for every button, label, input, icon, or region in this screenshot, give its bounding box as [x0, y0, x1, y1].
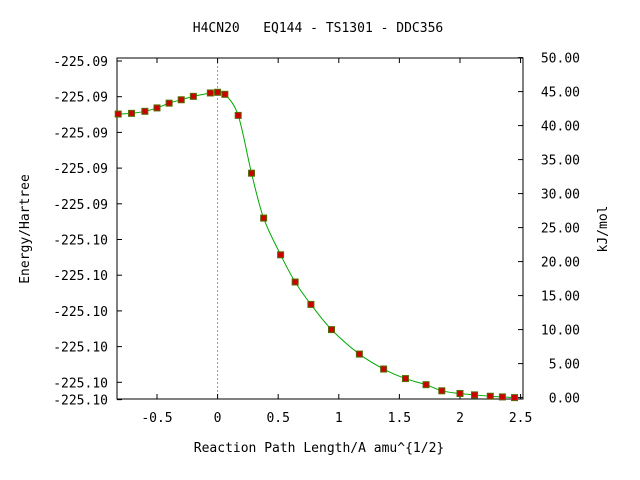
data-point [291, 278, 299, 286]
y-left-tick-label: -225.09 [53, 198, 108, 213]
x-tick-label: 2.5 [509, 411, 532, 426]
x-tick-label: -0.5 [141, 411, 172, 426]
data-point [177, 96, 185, 104]
x-tick-label: 1 [335, 411, 343, 426]
y-right-tick-label: 15.00 [541, 290, 580, 305]
data-point [206, 89, 214, 97]
x-tick-label: 2 [456, 411, 464, 426]
data-point [153, 104, 161, 112]
x-axis-ticks: -0.5 0 0.5 1 1.5 2 2.5 [141, 58, 532, 426]
data-point [234, 111, 242, 119]
data-point [221, 90, 229, 98]
y-right-tick-label: 20.00 [541, 256, 580, 271]
y-left-tick-label: -225.09 [53, 126, 108, 141]
y-left-tick-label: -225.10 [53, 376, 108, 391]
y-left-tick-label: -225.10 [53, 269, 108, 284]
y-right-tick-label: 50.00 [541, 52, 580, 67]
data-point-markers [114, 88, 519, 402]
x-tick-label: 0.5 [266, 411, 289, 426]
y-right-axis-ticks: 0.00 5.00 10.00 15.00 20.00 25.00 30.00 35.00 40… [518, 52, 580, 407]
y-right-tick-label: 40.00 [541, 120, 580, 135]
data-point [141, 107, 149, 115]
data-point [401, 375, 409, 383]
data-point [214, 88, 222, 96]
data-point [422, 381, 430, 389]
data-point [307, 300, 315, 308]
data-point [114, 110, 122, 118]
y-right-tick-label: 30.00 [541, 188, 580, 203]
y-right-tick-label: 0.00 [549, 392, 580, 407]
data-point [456, 390, 464, 398]
y-left-tick-label: -225.10 [53, 234, 108, 249]
data-point [355, 350, 363, 358]
y-right-tick-label: 45.00 [541, 86, 580, 101]
y-right-tick-label: 25.00 [541, 222, 580, 237]
data-point [128, 109, 136, 117]
data-point [248, 169, 256, 177]
energy-curve [118, 91, 515, 399]
y-left-axis-ticks: -225.09 -225.09 -225.09 -225.09 -225.09 -225.… [53, 55, 122, 409]
x-axis-label: Reaction Path Length/A amu^{1/2} [194, 441, 444, 456]
x-tick-label: 0 [214, 411, 222, 426]
y-left-tick-label: -225.10 [53, 341, 108, 356]
data-point [498, 393, 506, 401]
x-tick-label: 1.5 [388, 411, 411, 426]
data-point [380, 365, 388, 373]
y-left-tick-label: -225.09 [53, 55, 108, 70]
y-left-axis-label: Energy/Hartree [18, 174, 33, 284]
y-left-tick-label: -225.09 [53, 162, 108, 177]
y-right-tick-label: 10.00 [541, 324, 580, 339]
data-point [511, 394, 519, 402]
data-point [471, 391, 479, 399]
y-left-tick-label: -225.09 [53, 91, 108, 106]
data-point [165, 99, 173, 107]
data-point [438, 387, 446, 395]
plot-area [116, 57, 524, 400]
y-right-tick-label: 5.00 [549, 358, 580, 373]
chart-title: H4CN20 EQ144 - TS1301 - DDC356 [193, 21, 443, 36]
y-right-tick-label: 35.00 [541, 154, 580, 169]
data-point [189, 92, 197, 100]
y-right-axis-label: kJ/mol [596, 206, 611, 253]
y-left-tick-label: -225.10 [53, 394, 108, 409]
data-point [277, 251, 285, 259]
data-point [486, 392, 494, 400]
y-left-tick-label: -225.10 [53, 305, 108, 320]
data-point [328, 326, 336, 334]
data-point [260, 214, 268, 222]
